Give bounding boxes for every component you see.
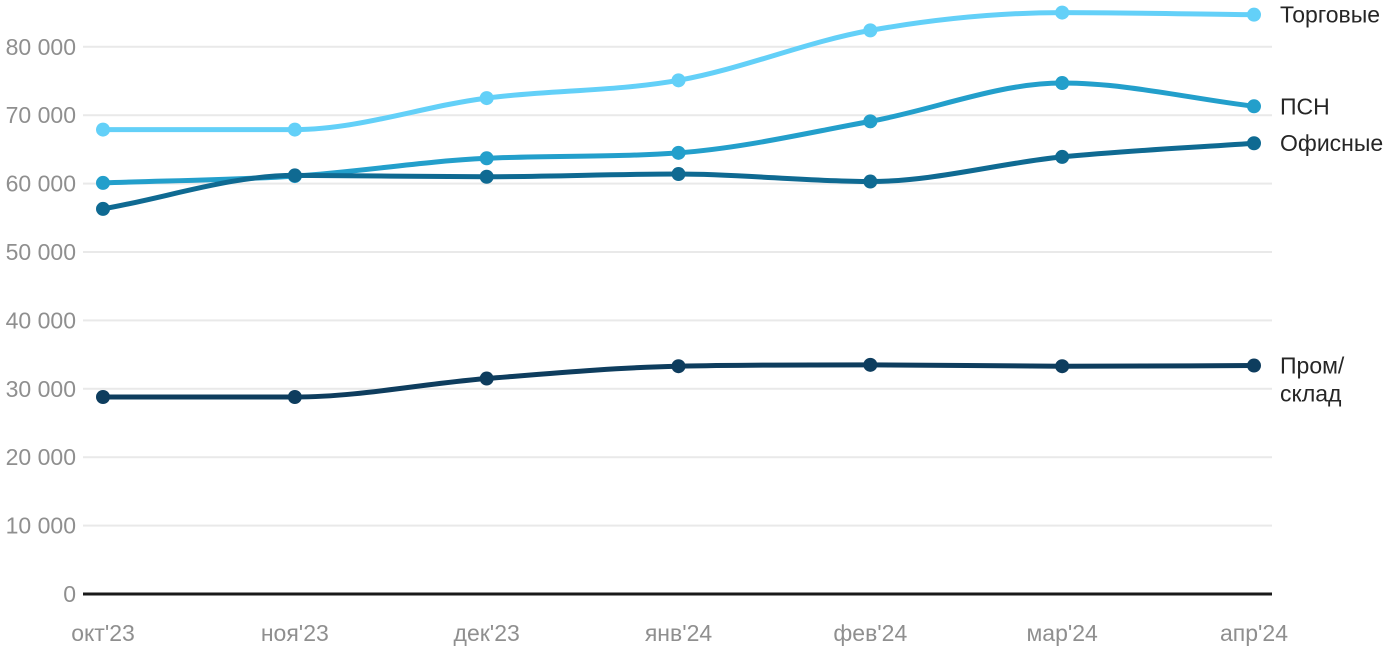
data-point-псн[interactable] <box>1055 76 1070 91</box>
data-point-офисные[interactable] <box>1055 149 1070 164</box>
series-label-офисные: Офисные <box>1280 130 1383 156</box>
data-point-псн[interactable] <box>1247 99 1261 114</box>
y-tick-label: 50 000 <box>6 239 76 265</box>
x-tick-label: янв'24 <box>645 620 713 646</box>
x-tick-label: окт'23 <box>71 620 135 646</box>
data-point-псн[interactable] <box>671 145 686 160</box>
data-point-пром-склад[interactable] <box>287 390 302 405</box>
data-point-псн[interactable] <box>96 175 110 190</box>
data-point-торговые[interactable] <box>863 23 878 38</box>
x-tick-label: апр'24 <box>1220 620 1288 646</box>
series-label-торговые: Торговые <box>1280 2 1380 28</box>
data-point-торговые[interactable] <box>671 73 686 88</box>
data-point-псн[interactable] <box>863 114 878 129</box>
data-point-пром-склад[interactable] <box>1247 358 1261 373</box>
y-tick-label: 70 000 <box>6 102 76 128</box>
y-tick-label: 0 <box>63 581 76 607</box>
y-tick-label: 60 000 <box>6 171 76 197</box>
series-line-торговые <box>100 10 1257 133</box>
data-point-офисные[interactable] <box>1247 136 1261 151</box>
data-point-псн[interactable] <box>479 151 494 166</box>
data-point-офисные[interactable] <box>863 174 878 189</box>
y-tick-label: 20 000 <box>6 444 76 470</box>
y-tick-label: 30 000 <box>6 376 76 402</box>
data-point-офисные[interactable] <box>479 169 494 184</box>
data-point-пром-склад[interactable] <box>96 390 110 405</box>
y-tick-label: 40 000 <box>6 307 76 333</box>
data-point-офисные[interactable] <box>287 168 302 183</box>
data-point-пром-склад[interactable] <box>863 357 878 372</box>
data-point-торговые[interactable] <box>96 122 110 137</box>
data-point-офисные[interactable] <box>96 201 110 216</box>
data-point-офисные[interactable] <box>671 167 686 182</box>
data-point-пром-склад[interactable] <box>671 359 686 374</box>
x-tick-label: ноя'23 <box>261 620 329 646</box>
data-point-торговые[interactable] <box>1055 5 1070 20</box>
x-tick-label: фев'24 <box>833 620 907 646</box>
series-label-псн: ПСН <box>1280 93 1330 119</box>
data-point-торговые[interactable] <box>479 91 494 106</box>
x-tick-label: дек'23 <box>454 620 520 646</box>
data-point-торговые[interactable] <box>1247 7 1261 22</box>
x-tick-label: мар'24 <box>1026 620 1098 646</box>
data-point-торговые[interactable] <box>287 122 302 137</box>
series-label-пром-склад: Пром/склад <box>1280 353 1345 407</box>
y-tick-label: 10 000 <box>6 513 76 539</box>
data-point-пром-склад[interactable] <box>1055 359 1070 374</box>
data-point-пром-склад[interactable] <box>479 371 494 386</box>
y-tick-label: 80 000 <box>6 34 76 60</box>
